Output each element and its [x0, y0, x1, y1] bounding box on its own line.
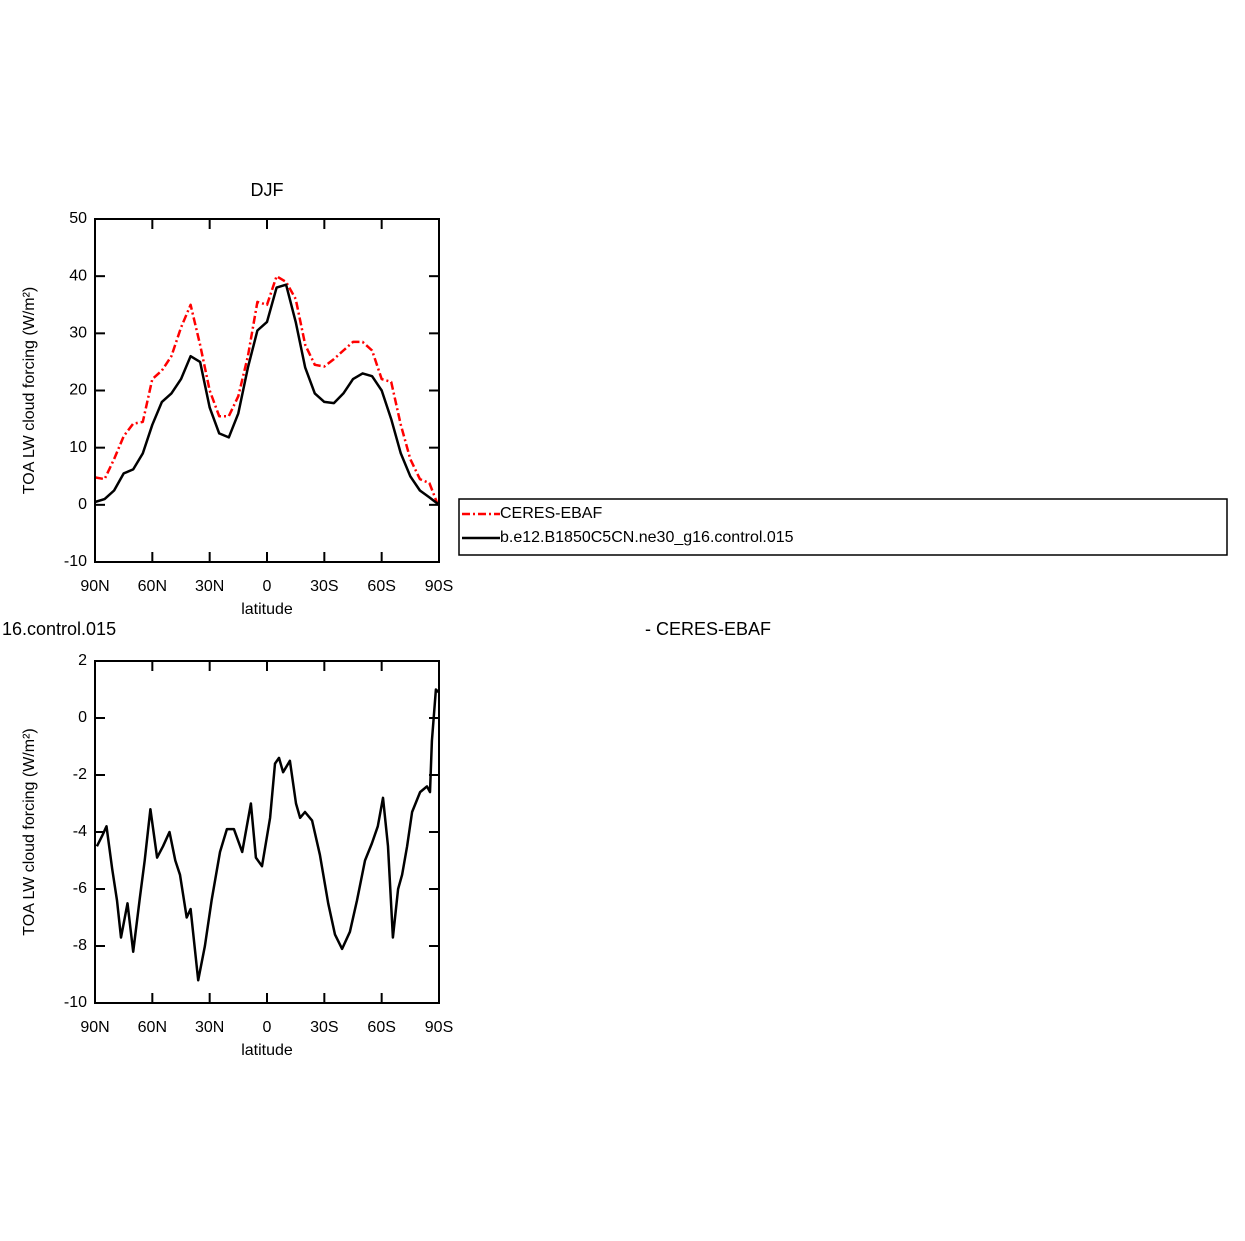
chart-title-right: - CERES-EBAF — [645, 619, 771, 639]
y-axis-label: TOA LW cloud forcing (W/m²) — [21, 728, 38, 935]
x-tick-label: 60S — [367, 1019, 395, 1036]
legend-label: CERES-EBAF — [500, 505, 602, 522]
y-tick-label: 20 — [69, 382, 87, 399]
y-tick-label: -10 — [64, 994, 87, 1011]
x-tick-label: 0 — [263, 1019, 272, 1036]
legend-label: b.e12.B1850C5CN.ne30_g16.control.015 — [500, 529, 794, 546]
chart-title-left: 16.control.015 — [2, 619, 116, 639]
x-tick-label: 60N — [138, 578, 167, 595]
y-tick-label: -2 — [73, 766, 87, 783]
legend-box — [458, 498, 1228, 556]
y-tick-label: 30 — [69, 325, 87, 342]
y-tick-label: 0 — [78, 496, 87, 513]
y-tick-label: 2 — [78, 652, 87, 669]
x-tick-label: 60S — [367, 578, 395, 595]
data-line — [95, 688, 440, 982]
y-tick-label: 10 — [69, 439, 87, 456]
x-tick-label: 90N — [80, 578, 109, 595]
y-tick-label: -8 — [73, 937, 87, 954]
x-tick-label: 30N — [195, 578, 224, 595]
x-tick-label: 0 — [263, 578, 272, 595]
x-axis-label: latitude — [241, 601, 293, 618]
y-tick-label: -10 — [64, 553, 87, 570]
plot-frame — [94, 218, 440, 563]
x-tick-label: 30S — [310, 1019, 338, 1036]
x-tick-label: 30S — [310, 578, 338, 595]
x-tick-label: 90S — [425, 1019, 453, 1036]
x-tick-label: 30N — [195, 1019, 224, 1036]
y-axis-label: TOA LW cloud forcing (W/m²) — [21, 287, 38, 494]
x-tick-label: 90S — [425, 578, 453, 595]
y-tick-label: 40 — [69, 267, 87, 284]
x-tick-label: 60N — [138, 1019, 167, 1036]
y-tick-label: 50 — [69, 210, 87, 227]
x-axis-label: latitude — [241, 1042, 293, 1059]
y-tick-label: -6 — [73, 880, 87, 897]
chart-title: DJF — [251, 180, 284, 200]
y-tick-label: -4 — [73, 823, 87, 840]
y-tick-label: 0 — [78, 709, 87, 726]
data-line — [94, 283, 440, 506]
x-tick-label: 90N — [80, 1019, 109, 1036]
data-line — [94, 274, 441, 509]
